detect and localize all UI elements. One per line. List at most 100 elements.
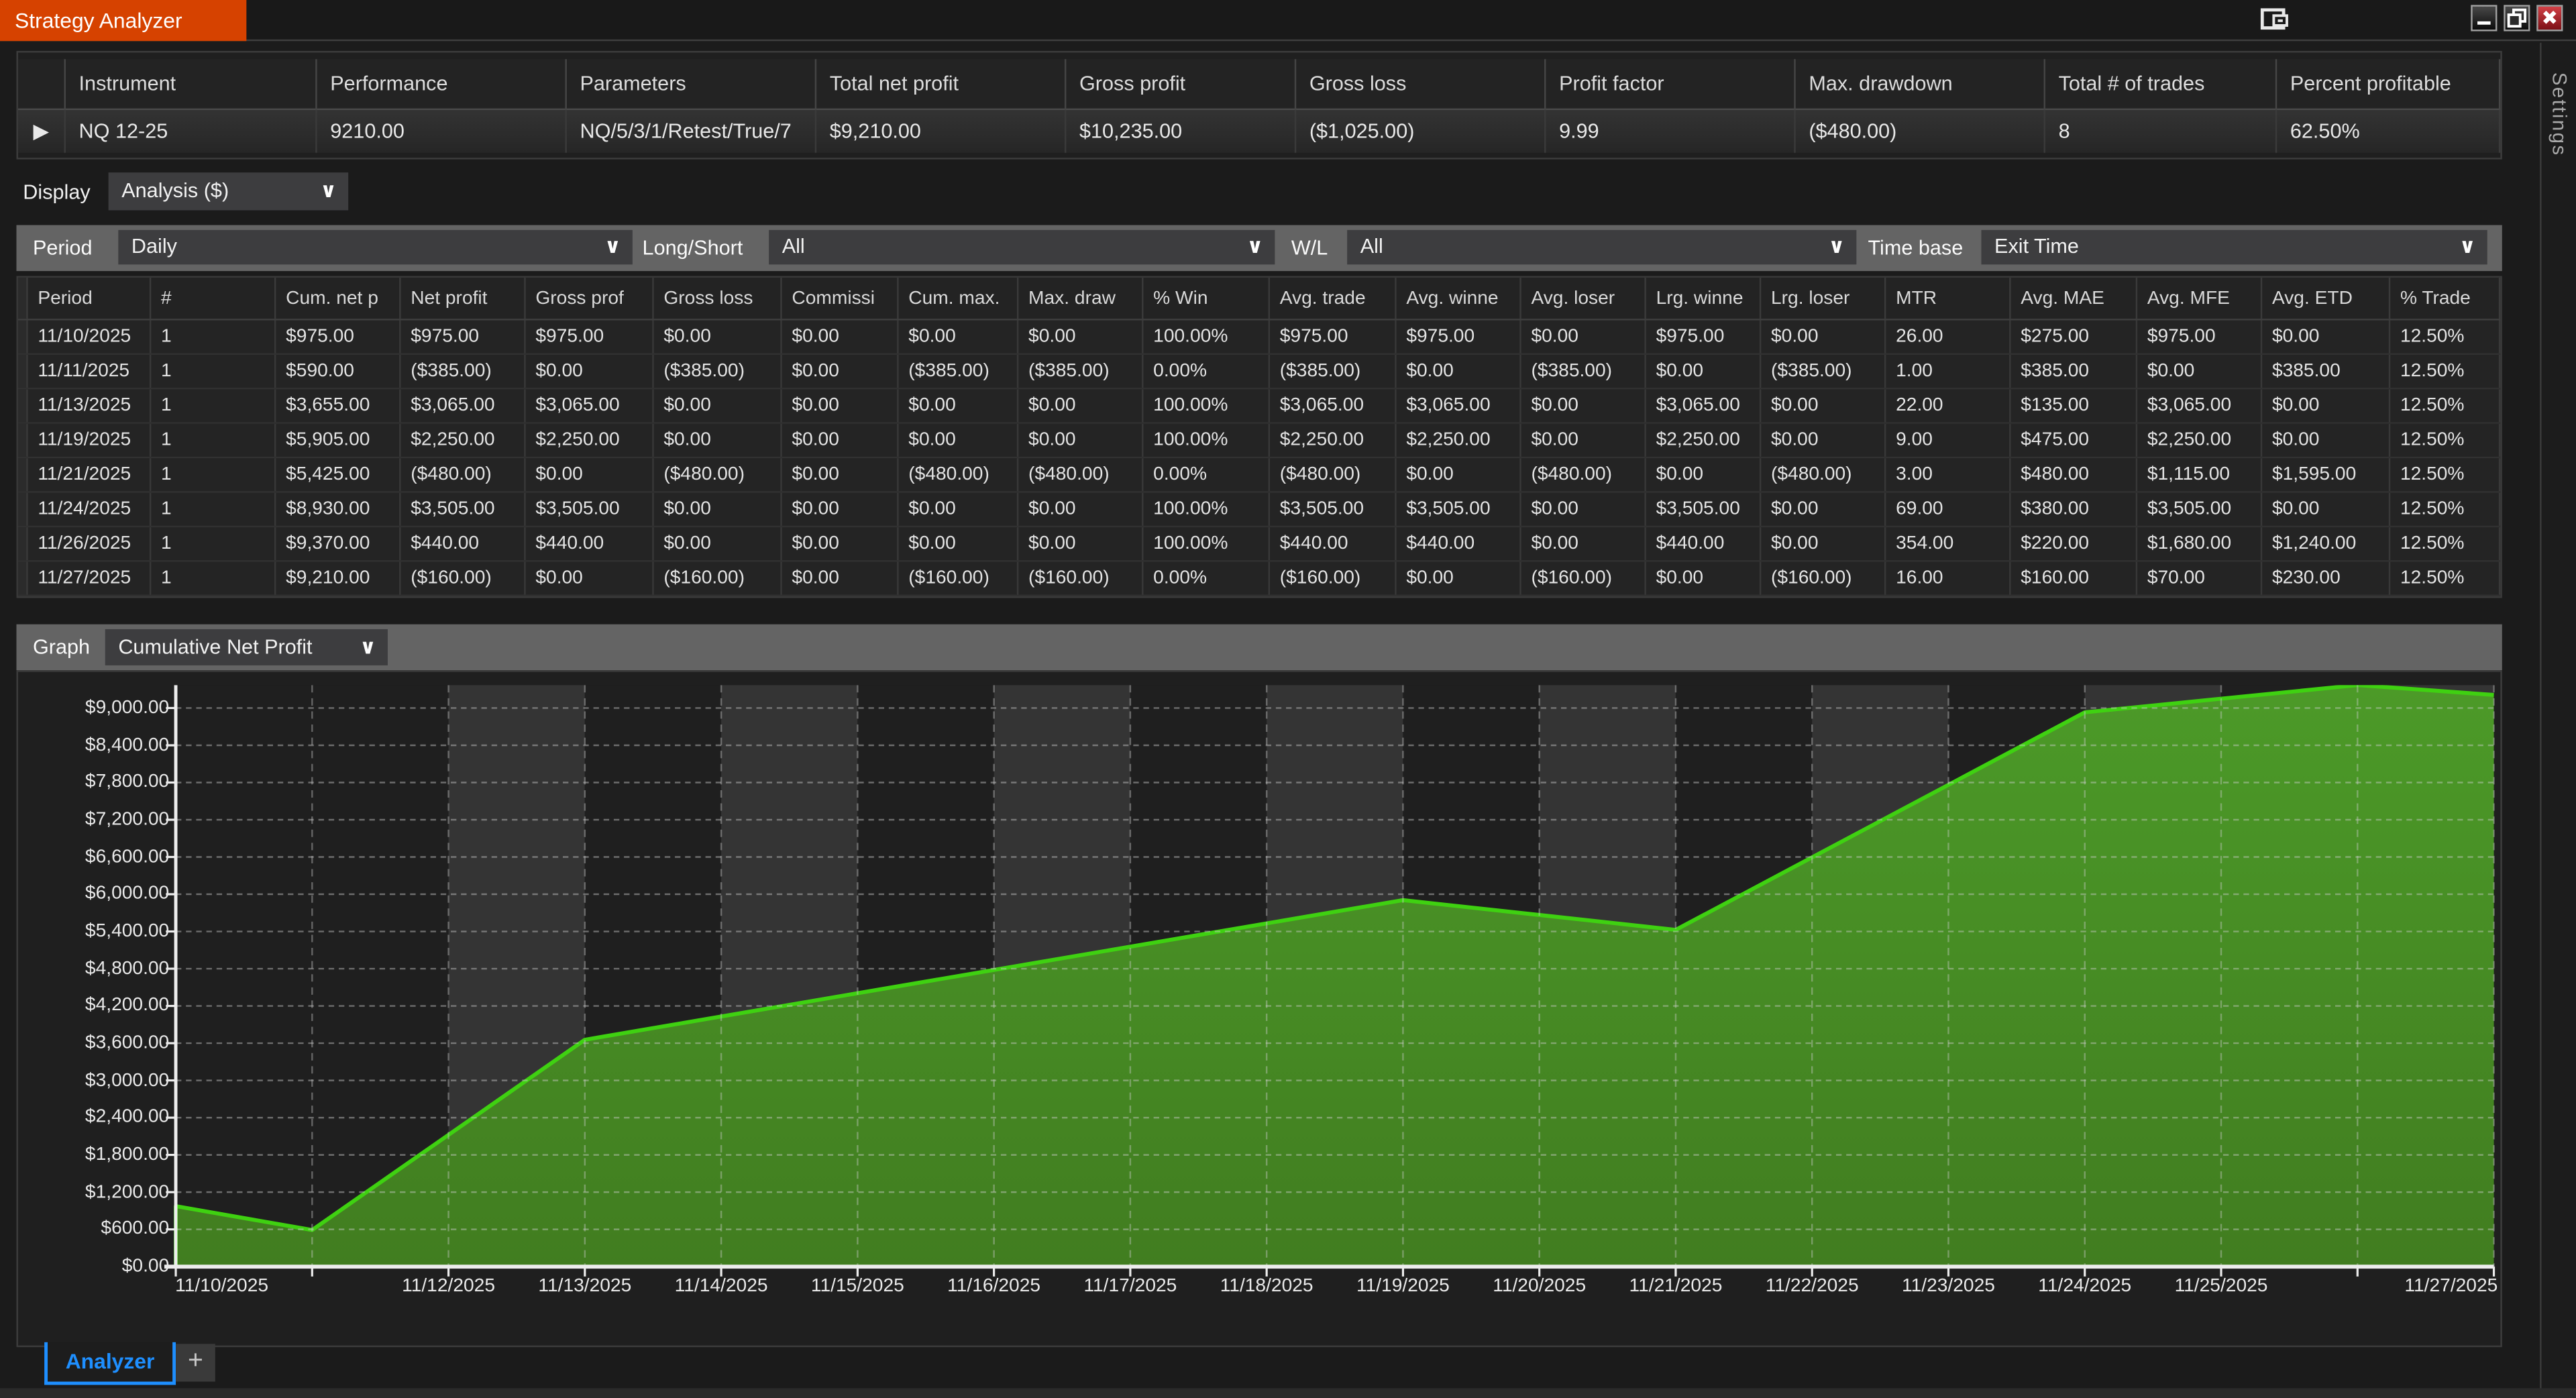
summary-column-header: Percent profitable (2277, 59, 2501, 111)
x-tick-label: 11/21/2025 (1629, 1276, 1723, 1297)
period-cell: $0.00 (1018, 527, 1144, 561)
period-cell: $2,250.00 (1397, 423, 1521, 457)
period-cell: $1,595.00 (2262, 458, 2391, 492)
row-gutter (17, 561, 28, 595)
period-cell: $0.00 (1521, 492, 1646, 526)
period-cell: 69.00 (1886, 492, 2011, 526)
y-tick-label: $0.00 (121, 1256, 170, 1277)
period-cell: $3,505.00 (401, 492, 526, 526)
period-cell: $975.00 (401, 320, 526, 354)
restore-icon (2507, 8, 2527, 28)
restore-button[interactable] (2504, 5, 2530, 32)
graph-type-value: Cumulative Net Profit (118, 635, 313, 659)
period-cell: ($480.00) (899, 458, 1019, 492)
period-cell: $230.00 (2262, 561, 2391, 595)
table-row[interactable]: 11/13/2025 1 $3,655.00 $3,065.00 $3,065.00 $0… (17, 389, 2501, 424)
period-cell: $0.00 (899, 423, 1019, 457)
instrument-link-icon[interactable] (2260, 8, 2290, 31)
period-cell: $3,505.00 (526, 492, 654, 526)
period-filter-select[interactable]: Daily ∨ (118, 229, 633, 265)
longshort-filter-select[interactable]: All ∨ (769, 229, 1275, 265)
x-tick-label: 11/22/2025 (1765, 1276, 1859, 1297)
timebase-filter-select[interactable]: Exit Time ∨ (1981, 229, 2487, 265)
settings-side-tab[interactable]: Settings (2540, 42, 2576, 1398)
period-cell: ($385.00) (401, 354, 526, 388)
y-tick-label: $5,400.00 (85, 921, 170, 942)
period-cell: $385.00 (2011, 354, 2138, 388)
period-cell: $0.00 (2262, 320, 2391, 354)
period-cell: $0.00 (654, 423, 782, 457)
period-cell: $0.00 (1521, 389, 1646, 423)
period-column-header: % Trade (2390, 277, 2501, 319)
period-cell: $0.00 (899, 389, 1019, 423)
filter-bar: Period Daily ∨ Long/Short All ∨ W/L All … (16, 225, 2502, 272)
period-cell: $0.00 (782, 561, 899, 595)
period-cell: 0.00% (1143, 354, 1271, 388)
period-cell: ($160.00) (1270, 561, 1397, 595)
period-cell: $0.00 (654, 389, 782, 423)
period-cell: 354.00 (1886, 527, 2011, 561)
display-select[interactable]: Analysis ($) ∨ (108, 172, 349, 211)
table-row[interactable]: 11/11/2025 1 $590.00 ($385.00) $0.00 ($385.00… (17, 354, 2501, 390)
cumulative-profit-area (176, 685, 2494, 1267)
table-row[interactable]: 11/21/2025 1 $5,425.00 ($480.00) $0.00 ($480.… (17, 458, 2501, 493)
period-cell: 1 (151, 354, 276, 388)
period-cell: $0.00 (1761, 320, 1886, 354)
summary-table-row[interactable]: ▶ NQ 12-25 9210.00 NQ/5/3/1/Retest/True/7 $9… (17, 110, 2501, 153)
period-table: Period # Cum. net p Net profit Gross prof Gro… (16, 276, 2502, 598)
period-column-header: % Win (1143, 277, 1271, 319)
period-cell: $3,505.00 (1397, 492, 1521, 526)
add-tab-button[interactable]: + (176, 1344, 215, 1382)
table-row[interactable]: 11/19/2025 1 $5,905.00 $2,250.00 $2,250.00 $0… (17, 423, 2501, 459)
minimize-button[interactable] (2471, 5, 2498, 32)
period-cell: $385.00 (2262, 354, 2391, 388)
x-tick-label: 11/23/2025 (1902, 1276, 1995, 1297)
period-cell: $0.00 (1018, 320, 1144, 354)
period-cell: ($480.00) (401, 458, 526, 492)
minimize-icon (2477, 21, 2491, 25)
tab-analyzer-label: Analyzer (65, 1348, 155, 1374)
summary-cell: 62.50% (2277, 110, 2501, 153)
x-tick-label: 11/14/2025 (674, 1276, 768, 1297)
period-cell: $3,505.00 (1270, 492, 1397, 526)
close-button[interactable]: ✖ (2536, 5, 2563, 32)
period-cell: 1 (151, 527, 276, 561)
summary-column-header: Gross profit (1066, 59, 1297, 111)
display-label: Display (23, 180, 91, 204)
period-cell: 12.50% (2390, 354, 2501, 388)
period-cell: $0.00 (782, 423, 899, 457)
period-cell: $440.00 (1270, 527, 1397, 561)
period-column-header: Max. draw (1018, 277, 1144, 319)
close-icon: ✖ (2541, 6, 2559, 30)
period-cell: $0.00 (899, 492, 1019, 526)
period-cell: ($480.00) (1018, 458, 1144, 492)
period-cell: $2,250.00 (1270, 423, 1397, 457)
period-cell: 12.50% (2390, 458, 2501, 492)
y-tick-label: $1,800.00 (85, 1144, 170, 1165)
period-cell: $0.00 (1018, 492, 1144, 526)
period-column-header: Gross loss (654, 277, 782, 319)
cumulative-net-profit-chart (164, 685, 2496, 1277)
period-cell: $0.00 (899, 527, 1019, 561)
period-cell: $0.00 (1761, 389, 1886, 423)
summary-column-header: Profit factor (1546, 59, 1796, 111)
table-row[interactable]: 11/26/2025 1 $9,370.00 $440.00 $440.00 $0.00 $… (17, 527, 2501, 562)
wl-filter-label: W/L (1291, 236, 1328, 260)
period-cell: 12.50% (2390, 389, 2501, 423)
table-row[interactable]: 11/10/2025 1 $975.00 $975.00 $975.00 $0.00 $0.… (17, 320, 2501, 355)
table-row[interactable]: 11/24/2025 1 $8,930.00 $3,505.00 $3,505.00 $0… (17, 492, 2501, 528)
row-expander-icon[interactable]: ▶ (18, 110, 66, 153)
period-cell: $0.00 (1397, 561, 1521, 595)
wl-filter-select[interactable]: All ∨ (1347, 229, 1857, 265)
tab-analyzer[interactable]: Analyzer (44, 1342, 176, 1385)
graph-type-select[interactable]: Cumulative Net Profit ∨ (105, 629, 388, 665)
period-cell: $975.00 (1397, 320, 1521, 354)
period-cell: $160.00 (2011, 561, 2138, 595)
chevron-down-icon: ∨ (320, 178, 337, 203)
row-gutter (17, 458, 28, 492)
summary-column-header: Total net profit (816, 59, 1067, 111)
table-row[interactable]: 11/27/2025 1 $9,210.00 ($160.00) $0.00 ($160.… (17, 561, 2501, 596)
x-tick-label: 11/15/2025 (810, 1276, 904, 1297)
period-cell: $0.00 (782, 389, 899, 423)
